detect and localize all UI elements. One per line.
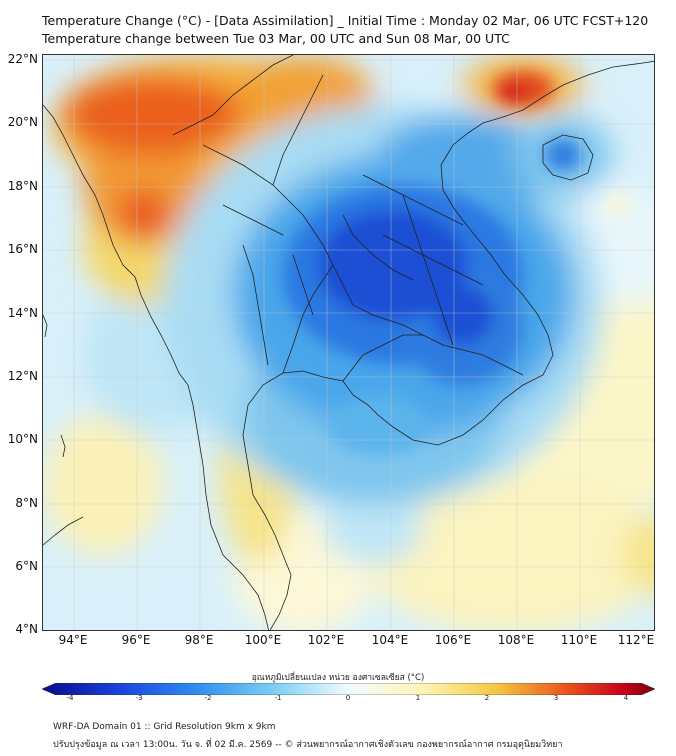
colorbar-tick-neg3: -3 [135, 694, 143, 702]
colorbar-tick-3: 3 [553, 694, 559, 702]
map-subtitle: Temperature change between Tue 03 Mar, 0… [42, 31, 510, 46]
lon-label-112: 112°E [617, 633, 655, 647]
lon-label-108: 108°E [497, 633, 535, 647]
lat-label-12: 12°N [7, 369, 38, 383]
lon-label-110: 110°E [560, 633, 598, 647]
lat-label-20: 20°N [7, 115, 38, 129]
lon-label-96: 96°E [121, 633, 151, 647]
colorbar-title: อุณหภูมิเปลี่ยนแปลง หน่วย องศาเซลเซียส (… [251, 673, 425, 683]
colorbar-tick-neg2: -2 [204, 694, 212, 702]
colorbar-tick-0: 0 [345, 694, 351, 702]
colorbar [41, 680, 656, 696]
lat-label-14: 14°N [7, 306, 38, 320]
lat-label-6: 6°N [15, 559, 38, 573]
lat-label-10: 10°N [7, 432, 38, 446]
lat-label-18: 18°N [7, 179, 38, 193]
lon-label-98: 98°E [184, 633, 214, 647]
update-credit: ปรับปรุงข้อมูล ณ เวลา 13:00น. วัน จ. ที่… [53, 740, 563, 750]
colorbar-tick-2: 2 [484, 694, 490, 702]
lat-label-22: 22°N [7, 52, 38, 66]
lat-label-8: 8°N [15, 496, 38, 510]
lon-label-102: 102°E [307, 633, 345, 647]
lon-label-104: 104°E [371, 633, 409, 647]
lon-label-94: 94°E [58, 633, 88, 647]
lon-label-100: 100°E [244, 633, 282, 647]
model-info: WRF-DA Domain 01 :: Grid Resolution 9km … [53, 722, 276, 732]
lon-label-106: 106°E [434, 633, 472, 647]
colorbar-tick-1: 1 [415, 694, 421, 702]
colorbar-tick-neg1: -1 [274, 694, 282, 702]
map-title: Temperature Change (°C) - [Data Assimila… [42, 13, 649, 28]
temperature-change-map [42, 54, 655, 631]
lat-label-4: 4°N [15, 622, 38, 636]
colorbar-tick-4: 4 [623, 694, 629, 702]
colorbar-tick-neg4: -4 [66, 694, 74, 702]
lat-label-16: 16°N [7, 242, 38, 256]
